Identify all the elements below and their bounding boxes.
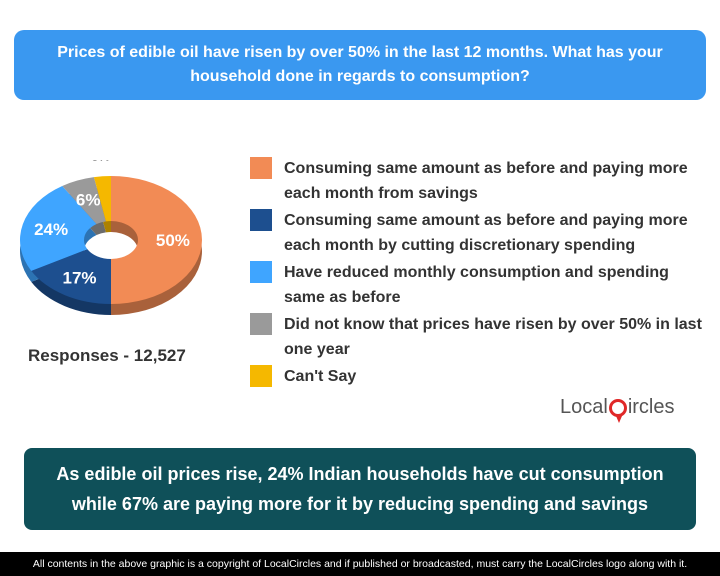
legend-item: Can't Say — [250, 364, 710, 389]
question-text: Prices of edible oil have risen by over … — [57, 44, 663, 85]
legend-item: Consuming same amount as before and payi… — [250, 156, 710, 206]
legend-swatch — [250, 157, 272, 179]
footer-text: All contents in the above graphic is a c… — [32, 558, 688, 570]
takeaway-banner: As edible oil prices rise, 24% Indian ho… — [24, 448, 696, 530]
legend-label: Did not know that prices have risen by o… — [284, 316, 702, 358]
slice-value-label-2: 17% — [62, 269, 96, 288]
legend-label: Have reduced monthly consumption and spe… — [284, 264, 669, 306]
donut-slice-3 — [19, 185, 97, 271]
donut-slice-4 — [62, 177, 106, 224]
donut-slice-2 — [31, 249, 112, 304]
legend-item: Did not know that prices have risen by o… — [250, 312, 710, 362]
chart-legend: Consuming same amount as before and payi… — [250, 156, 710, 391]
donut-chart: 50% 17% 24% 6% 3% — [19, 160, 202, 315]
takeaway-text: As edible oil prices rise, 24% Indian ho… — [56, 464, 664, 514]
legend-label: Can't Say — [284, 368, 357, 385]
donut-slice-1 — [111, 176, 202, 304]
slice-value-label-1: 50% — [156, 231, 190, 250]
slice-value-label-3: 24% — [34, 220, 68, 239]
legend-item: Have reduced monthly consumption and spe… — [250, 260, 710, 310]
logo-text-prefix: Local — [560, 396, 608, 418]
legend-label: Consuming same amount as before and payi… — [284, 160, 688, 202]
slice-value-label-4: 6% — [76, 191, 101, 210]
logo-text-suffix: ircles — [627, 396, 675, 418]
donut-slice-5 — [93, 176, 111, 222]
responses-count: Responses - 12,527 — [28, 346, 186, 365]
logo-pin-icon — [608, 398, 627, 423]
localcircles-logo: Local ircles — [560, 396, 675, 423]
copyright-footer: All contents in the above graphic is a c… — [0, 552, 720, 576]
legend-item: Consuming same amount as before and payi… — [250, 208, 710, 258]
slice-value-label-5: 3% — [91, 160, 110, 163]
legend-swatch — [250, 209, 272, 231]
question-banner: Prices of edible oil have risen by over … — [14, 30, 706, 100]
legend-swatch — [250, 261, 272, 283]
legend-swatch — [250, 365, 272, 387]
legend-swatch — [250, 313, 272, 335]
legend-label: Consuming same amount as before and payi… — [284, 212, 688, 254]
